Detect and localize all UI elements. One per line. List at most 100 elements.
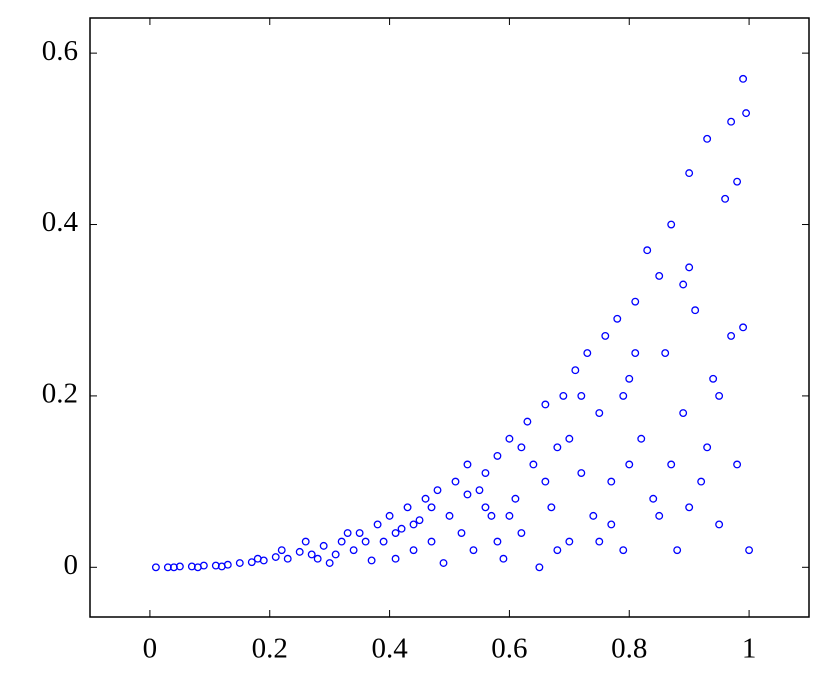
point <box>727 117 736 126</box>
point <box>271 553 280 561</box>
point <box>661 349 670 358</box>
point <box>529 460 538 469</box>
point <box>301 537 310 546</box>
point <box>595 409 604 417</box>
point <box>715 391 724 400</box>
point <box>733 460 742 469</box>
point <box>427 537 436 546</box>
point <box>505 434 514 443</box>
point <box>427 503 436 512</box>
point <box>355 529 364 537</box>
point <box>553 443 562 452</box>
point <box>391 529 400 537</box>
point <box>637 434 646 443</box>
point <box>397 524 406 533</box>
x-tick-label: 0.4 <box>371 633 408 665</box>
point <box>547 503 556 512</box>
point <box>217 562 226 571</box>
point <box>655 271 664 280</box>
point <box>655 511 664 520</box>
point <box>469 546 478 555</box>
point <box>613 314 622 323</box>
point <box>457 529 466 537</box>
point <box>595 537 604 546</box>
point <box>151 563 160 572</box>
point <box>739 323 748 332</box>
point <box>703 443 712 452</box>
x-tick-label: 0.2 <box>252 633 288 665</box>
y-tick-label: 0.4 <box>42 206 79 238</box>
point <box>589 511 598 520</box>
point <box>667 460 676 469</box>
point <box>331 550 340 559</box>
point <box>685 169 694 178</box>
point <box>445 511 454 520</box>
point <box>367 556 376 565</box>
point <box>313 554 322 563</box>
point <box>463 460 472 469</box>
point <box>253 554 262 563</box>
point <box>577 469 586 477</box>
point <box>499 554 508 563</box>
x-tick-label: 1 <box>742 633 757 665</box>
point <box>235 559 244 567</box>
point <box>481 503 490 512</box>
point <box>517 529 526 537</box>
point <box>721 194 730 203</box>
point <box>601 331 610 340</box>
point <box>643 246 652 255</box>
point <box>619 546 628 555</box>
point <box>691 306 700 315</box>
x-tick-label: 0.6 <box>491 633 527 665</box>
point <box>619 391 628 400</box>
point <box>679 409 688 417</box>
point <box>625 460 634 469</box>
x-tick-label: 0.8 <box>611 633 647 665</box>
point <box>433 486 442 495</box>
point <box>307 550 316 559</box>
point <box>649 494 658 503</box>
point <box>541 400 550 409</box>
y-tick-label: 0.2 <box>42 378 78 410</box>
point <box>193 563 202 572</box>
y-tick-label: 0.6 <box>42 35 78 67</box>
y-tick-label: 0 <box>64 549 79 581</box>
point <box>631 297 640 306</box>
point <box>391 554 400 563</box>
point <box>415 516 424 525</box>
point <box>319 541 328 550</box>
point <box>535 563 544 572</box>
point <box>733 177 742 186</box>
point <box>685 263 694 272</box>
point <box>559 391 568 400</box>
plot-frame <box>89 17 810 618</box>
point <box>565 537 574 546</box>
point <box>679 280 688 289</box>
point <box>373 520 382 529</box>
point <box>583 349 592 358</box>
point <box>577 391 586 400</box>
point <box>421 494 430 503</box>
point <box>493 451 502 460</box>
point <box>475 486 484 495</box>
point <box>343 529 352 537</box>
point <box>709 374 718 383</box>
point <box>685 503 694 512</box>
x-tick-label: 0 <box>143 633 158 665</box>
point <box>703 134 712 143</box>
point <box>361 537 370 546</box>
point <box>247 558 256 567</box>
point <box>715 520 724 529</box>
point <box>385 511 394 520</box>
point <box>337 537 346 546</box>
point <box>553 546 562 555</box>
point <box>403 503 412 512</box>
point <box>439 559 448 567</box>
point <box>631 349 640 358</box>
point <box>565 434 574 443</box>
point <box>277 546 286 555</box>
point <box>463 490 472 499</box>
point <box>742 109 751 118</box>
point <box>727 331 736 340</box>
